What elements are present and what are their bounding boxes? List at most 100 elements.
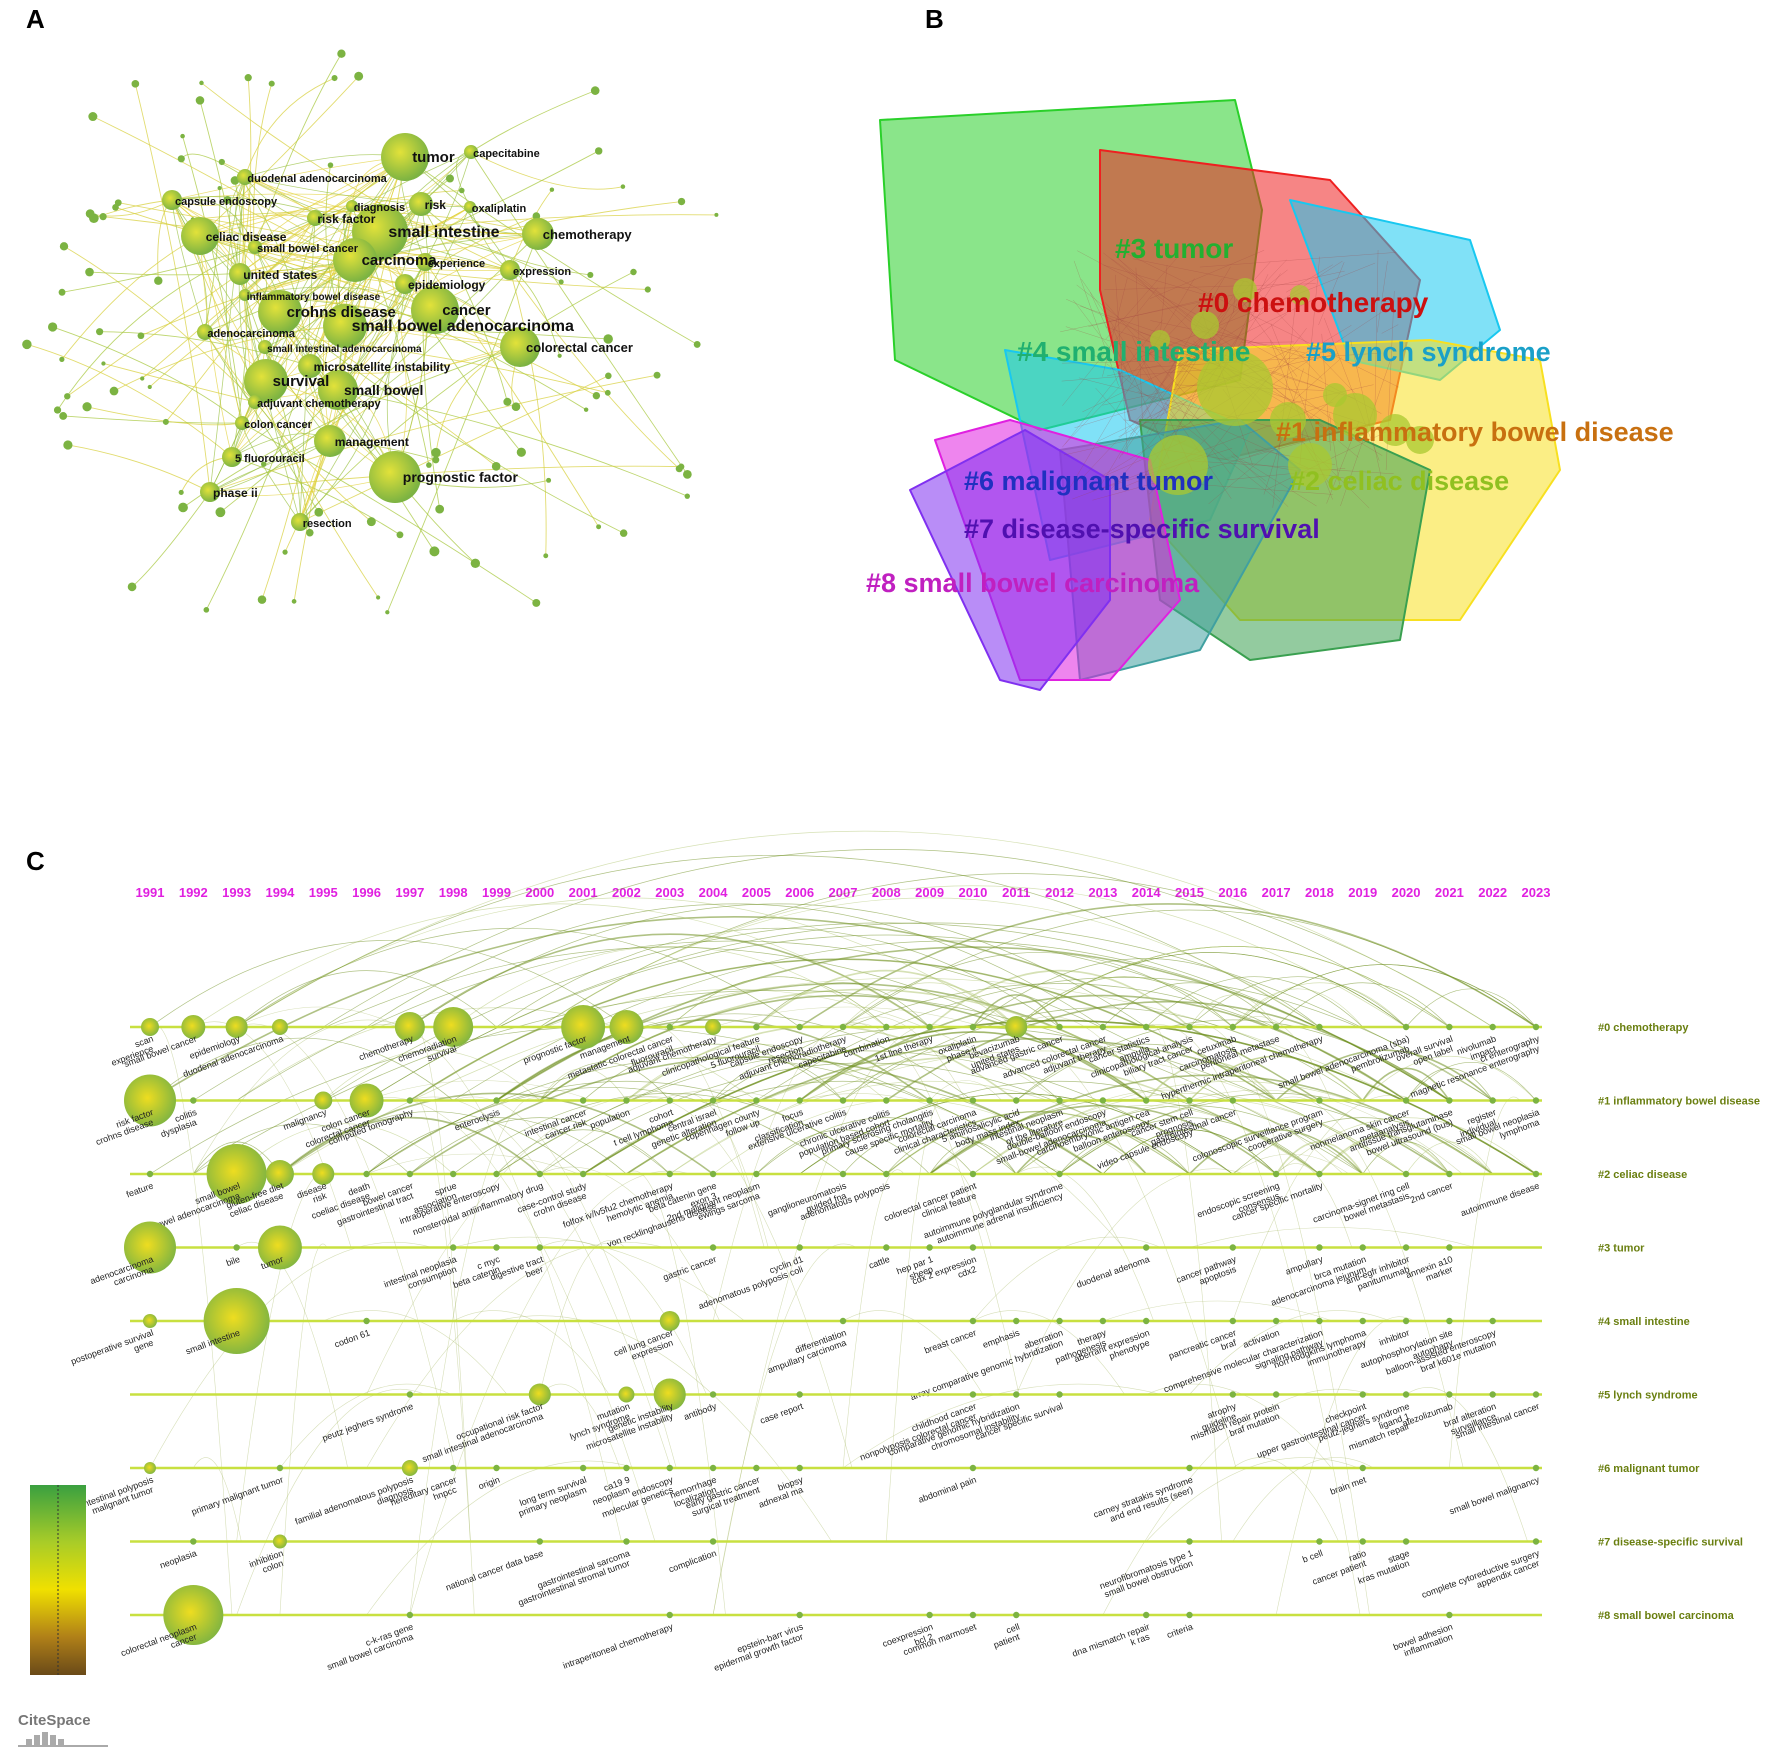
timeline-node xyxy=(1142,1317,1150,1325)
network-node-minor xyxy=(58,288,66,296)
cluster-inner-edge xyxy=(1103,264,1215,298)
timeline-keyword-label: nonmelanoma skin cancer xyxy=(1309,1107,1411,1152)
timeline-arc xyxy=(1449,1096,1521,1469)
cluster-hull xyxy=(934,419,1181,681)
timeline-keyword-label: ampulla xyxy=(1118,1043,1151,1063)
network-edge xyxy=(199,75,359,237)
cluster-inner-edge xyxy=(1376,260,1388,333)
timeline-node xyxy=(753,1097,760,1104)
timeline-keyword-label: pathogenesis xyxy=(1054,1337,1108,1365)
network-edge xyxy=(379,206,471,238)
timeline-keyword-label: surgical treatment xyxy=(690,1484,761,1518)
network-node-minor xyxy=(435,504,445,514)
timeline-arc xyxy=(972,1081,1493,1175)
network-edge xyxy=(204,150,599,333)
timeline-node xyxy=(1532,1538,1540,1545)
timeline-keyword-label: gastric cancer xyxy=(662,1254,718,1283)
timeline-keyword-label: intraperitoneal chemotherapy xyxy=(561,1621,674,1670)
network-edge xyxy=(171,199,201,238)
timeline-keyword-label: management xyxy=(578,1033,631,1061)
network-edge xyxy=(279,156,406,313)
network-edge xyxy=(299,217,316,523)
network-edge xyxy=(199,235,597,397)
network-node-minor xyxy=(22,339,32,350)
timeline-node xyxy=(225,1016,248,1038)
timeline-keyword-label: ligand 1 xyxy=(1378,1411,1411,1431)
network-keyword-label: duodenal adenocarcinoma xyxy=(247,173,387,185)
network-edge xyxy=(265,283,406,382)
network-keyword-label: carcinoma xyxy=(362,252,438,269)
timeline-keyword-label: guideline xyxy=(1200,1411,1237,1433)
network-node-minor xyxy=(337,49,346,58)
network-edge xyxy=(199,235,406,285)
cluster-inner-edge xyxy=(1272,301,1296,508)
timeline-keyword-label: beta catenin gene xyxy=(647,1180,718,1214)
timeline-node xyxy=(363,1170,370,1178)
timeline-keyword-label: nonpolyposis colorectal cancer xyxy=(859,1411,978,1462)
cluster-inner-edge xyxy=(1139,261,1271,409)
timeline-node xyxy=(1013,1317,1020,1325)
timeline-year-label: 2003 xyxy=(655,885,684,900)
network-edge xyxy=(325,425,331,442)
timeline-keyword-label: immunotherapy xyxy=(1306,1337,1368,1368)
network-node xyxy=(500,260,520,280)
timeline-keyword-label: clinical feature xyxy=(920,1190,977,1219)
timeline-year-label: 2004 xyxy=(699,885,729,900)
timeline-keyword-label: double-balloon endoscopy xyxy=(1005,1107,1108,1153)
network-node-minor xyxy=(203,607,210,613)
timeline-keyword-label: lymphoma xyxy=(1498,1117,1540,1141)
network-node-minor xyxy=(532,598,541,607)
timeline-node xyxy=(666,1023,673,1031)
timeline-keyword-label: celiac disease xyxy=(228,1190,285,1219)
timeline-node xyxy=(1402,1097,1410,1104)
timeline-arc xyxy=(885,1110,1191,1175)
timeline-arc xyxy=(799,1081,1320,1175)
network-edge xyxy=(244,294,521,348)
network-edge xyxy=(351,205,539,240)
network-node xyxy=(500,327,540,367)
timeline-keyword-label: marker xyxy=(1424,1264,1454,1283)
network-edge xyxy=(509,269,547,556)
timeline-year-label: 1991 xyxy=(136,885,165,900)
cluster-inner-edge xyxy=(1192,340,1268,412)
timeline-node xyxy=(969,1170,977,1178)
timeline-keyword-label: hereditary cancer xyxy=(389,1474,458,1507)
timeline-keyword-label: aberration xyxy=(1023,1327,1065,1350)
network-node-minor xyxy=(257,595,267,604)
network-node-minor xyxy=(683,469,692,479)
timeline-keyword-label: surveillance xyxy=(1449,1411,1497,1437)
timeline-arc xyxy=(323,922,1450,1101)
timeline-node xyxy=(969,1317,977,1325)
timeline-node xyxy=(1402,1391,1410,1398)
timeline-node xyxy=(653,1378,686,1411)
cluster-node xyxy=(1233,278,1257,302)
timeline-node xyxy=(1532,1391,1540,1398)
cluster-inner-edge xyxy=(1232,287,1298,377)
timeline-node xyxy=(1359,1464,1366,1472)
timeline-node xyxy=(143,1314,157,1328)
timeline-keyword-label: copenhagen county xyxy=(684,1107,762,1143)
timeline-node xyxy=(969,1391,977,1398)
timeline-node xyxy=(433,1007,474,1047)
network-edge xyxy=(265,380,331,442)
cluster-inner-edge xyxy=(1123,419,1192,428)
timeline-arc xyxy=(929,1099,1320,1175)
timeline-arc xyxy=(366,903,1104,1028)
network-keyword-label: inflammatory bowel disease xyxy=(247,292,381,303)
network-edge xyxy=(239,271,436,311)
network-node-minor xyxy=(491,462,501,471)
timeline-keyword-label: bile xyxy=(225,1254,242,1268)
cluster-inner-edge xyxy=(1148,480,1333,495)
cluster-inner-edge xyxy=(1303,442,1332,488)
network-edge xyxy=(157,199,173,281)
timeline-keyword-label: crohns disease xyxy=(94,1117,154,1147)
cluster-inner-edge xyxy=(1117,257,1359,458)
timeline-keyword-label: balloon enteroscopy xyxy=(1072,1117,1152,1154)
timeline-node xyxy=(839,1023,847,1031)
timeline-keyword-label: anti-egfr inhibitor xyxy=(1344,1254,1410,1286)
timeline-node xyxy=(969,1097,977,1104)
timeline-arc xyxy=(236,1006,401,1028)
network-edge xyxy=(420,203,591,276)
cluster-hull xyxy=(1099,149,1421,461)
